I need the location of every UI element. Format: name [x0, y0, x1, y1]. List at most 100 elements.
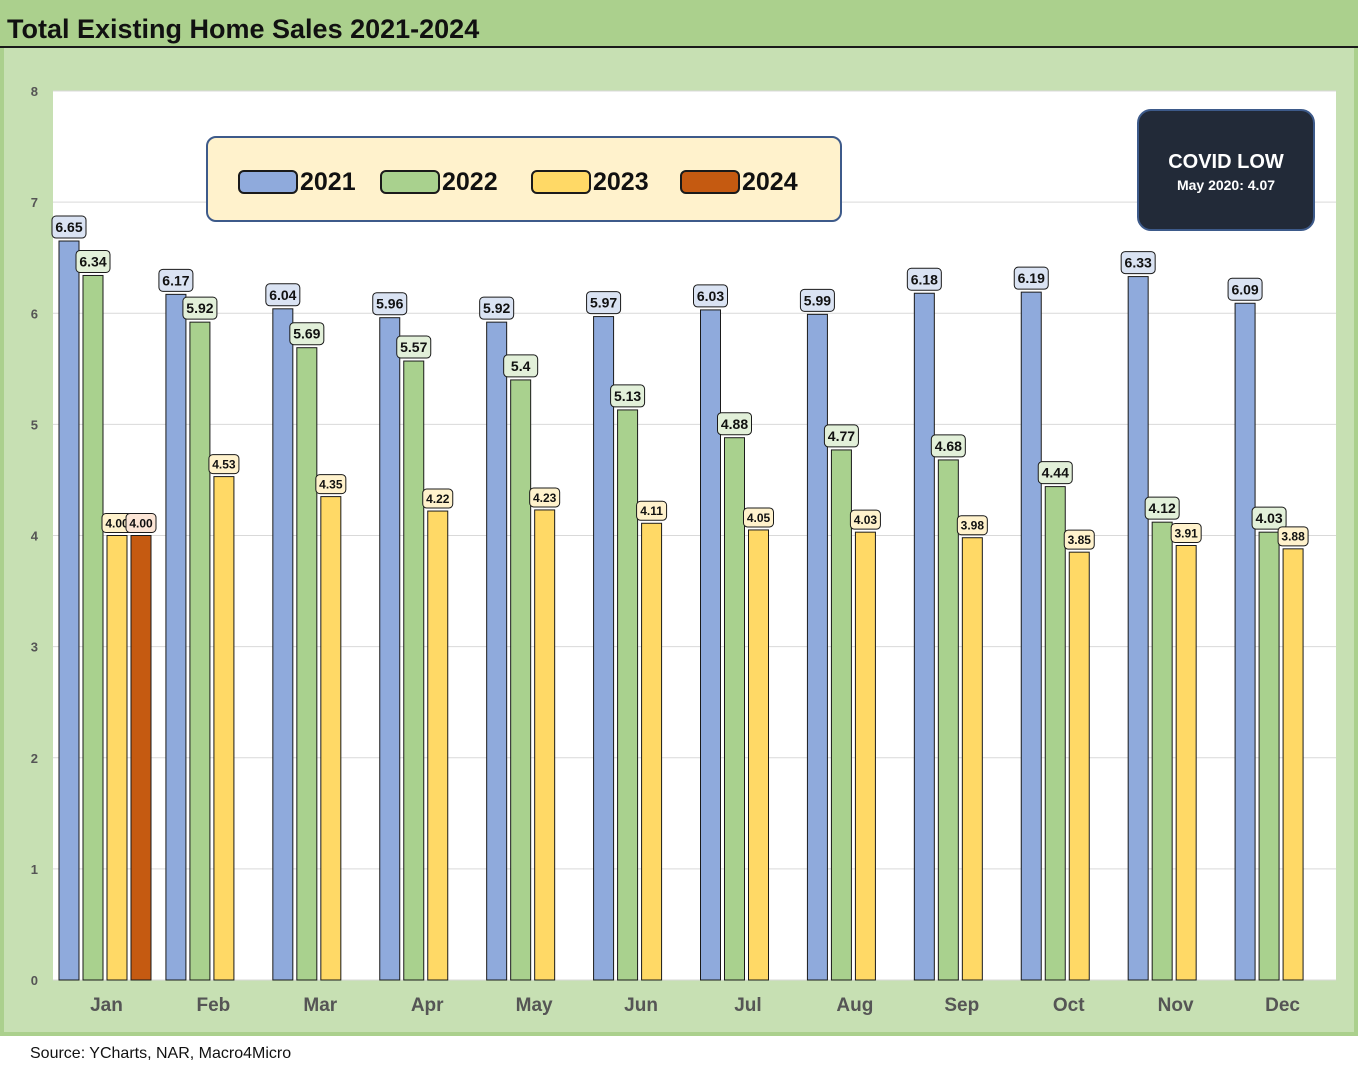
bar	[830, 449, 852, 981]
legend-label-2023: 2023	[593, 167, 649, 196]
data-label-box	[693, 284, 728, 308]
data-label-box	[586, 291, 622, 315]
data-label-box	[1144, 496, 1180, 520]
data-label: 6.34	[79, 254, 106, 270]
data-label-box	[1063, 529, 1095, 550]
data-label-box	[182, 296, 218, 320]
data-label-box	[1227, 277, 1263, 301]
x-tick-label: Sep	[944, 995, 979, 1016]
legend-item-2021: 2021	[238, 168, 356, 196]
x-tick-label: Oct	[1053, 995, 1085, 1016]
data-label: 3.85	[1068, 533, 1092, 547]
data-label-box	[422, 488, 454, 509]
legend-swatch-2023	[531, 170, 591, 194]
data-label: 4.03	[854, 513, 878, 527]
covid-subtitle: May 2020: 4.07	[1176, 177, 1276, 193]
bar	[1151, 521, 1173, 981]
data-label-box	[529, 487, 561, 508]
data-label: 5.69	[293, 326, 320, 342]
data-label-box	[1120, 251, 1156, 275]
data-label-box	[479, 296, 515, 320]
bar	[320, 496, 342, 981]
data-label-box	[823, 424, 859, 448]
legend: 2021 2022 2023 2024	[206, 136, 842, 222]
bar	[937, 459, 959, 981]
data-label-box	[717, 412, 752, 436]
data-label: 5.92	[483, 300, 510, 316]
data-label: 4.35	[319, 477, 343, 491]
data-label-box	[372, 292, 408, 316]
source-note: Source: YCharts, NAR, Macro4Micro	[30, 1045, 292, 1062]
data-label-box	[265, 283, 301, 307]
bar	[700, 309, 721, 981]
data-label-box	[799, 288, 835, 312]
x-tick-label: Aug	[836, 995, 873, 1016]
data-label: 4.00	[129, 516, 153, 530]
bar	[106, 535, 128, 981]
bar	[854, 531, 876, 981]
data-label-box	[1170, 523, 1202, 544]
data-label-box	[849, 509, 881, 530]
covid-title: COVID LOW	[1168, 151, 1284, 173]
legend-swatch-2021	[238, 170, 298, 194]
bar	[130, 535, 152, 981]
data-label-box	[906, 267, 942, 291]
bar	[1020, 291, 1042, 981]
data-label: 3.98	[961, 519, 985, 533]
data-label-box	[610, 384, 646, 408]
y-tick-label: 7	[31, 195, 38, 210]
data-label: 5.96	[376, 296, 403, 312]
bar	[724, 437, 745, 981]
bar	[189, 321, 211, 981]
x-tick-label: Jul	[734, 995, 761, 1016]
data-label: 6.09	[1231, 281, 1258, 297]
data-label-box	[51, 215, 87, 239]
data-label-box	[1251, 506, 1287, 530]
y-tick-label: 5	[31, 417, 38, 432]
x-tick-label: Mar	[303, 995, 337, 1016]
data-label: 4.12	[1149, 500, 1176, 516]
x-tick-label: Dec	[1265, 995, 1300, 1016]
data-label: 3.88	[1281, 530, 1305, 544]
data-label-box	[636, 500, 668, 521]
data-label: 4.00	[105, 516, 129, 530]
bar	[617, 409, 639, 981]
data-label: 4.03	[1255, 510, 1282, 526]
title-bar: Total Existing Home Sales 2021-2024	[0, 0, 1358, 48]
y-tick-label: 4	[31, 529, 39, 544]
bar	[296, 347, 318, 981]
data-label-box	[743, 507, 774, 528]
y-tick-label: 2	[31, 751, 38, 766]
data-label: 6.19	[1018, 270, 1045, 286]
data-label: 6.33	[1125, 255, 1152, 271]
bar	[1282, 548, 1304, 981]
bar	[510, 379, 532, 981]
y-tick-label: 1	[31, 862, 38, 877]
bar	[1127, 276, 1149, 981]
x-tick-label: Feb	[196, 995, 230, 1016]
data-label-box	[503, 354, 539, 378]
data-label: 4.44	[1042, 465, 1069, 481]
data-label: 5.92	[186, 300, 213, 316]
legend-item-2023: 2023	[531, 167, 649, 196]
data-label: 5.57	[400, 339, 427, 355]
data-label: 6.03	[697, 288, 724, 304]
chart-title: Total Existing Home Sales 2021-2024	[7, 14, 480, 44]
data-label: 6.18	[911, 271, 938, 287]
bar	[213, 476, 235, 981]
bar	[427, 510, 449, 981]
data-label-box	[1037, 461, 1073, 485]
bar	[806, 313, 828, 981]
x-tick-label: May	[516, 995, 553, 1016]
bar	[913, 292, 935, 981]
data-label-box	[396, 335, 432, 359]
data-label: 4.23	[533, 491, 557, 505]
bar	[486, 321, 508, 981]
bar	[379, 317, 401, 981]
bar	[1258, 531, 1280, 981]
x-tick-label: Apr	[411, 995, 444, 1016]
data-label-box	[1277, 526, 1309, 547]
data-label: 6.65	[55, 219, 82, 235]
data-label-box	[289, 322, 325, 346]
data-label: 4.22	[426, 492, 450, 506]
